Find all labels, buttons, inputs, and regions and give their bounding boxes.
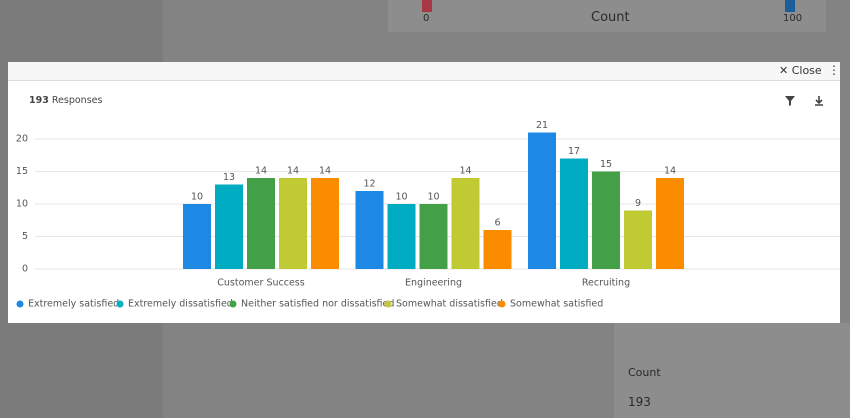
bg-card: 0 Count 100 (388, 0, 826, 32)
data-label: 21 (536, 120, 548, 131)
bar (355, 191, 384, 269)
bar (483, 230, 512, 269)
bg-tick: 0 (423, 13, 430, 24)
bg-value: 193 (628, 395, 651, 409)
close-button[interactable]: ✕ Close (779, 64, 822, 77)
data-label: 13 (223, 172, 235, 183)
bar (215, 184, 243, 269)
filter-icon[interactable] (784, 95, 796, 107)
legend-swatch (229, 300, 237, 308)
modal-header: ✕ Close ⋮ (8, 62, 840, 81)
data-label: 14 (319, 166, 331, 177)
data-label: 6 (494, 218, 500, 229)
x-tick-label: Engineering (405, 278, 462, 289)
bg-table: Count 193 (614, 323, 850, 418)
bar (247, 178, 275, 269)
data-label: 10 (191, 192, 203, 203)
x-tick-label: Customer Success (217, 278, 304, 289)
download-icon[interactable] (813, 95, 825, 107)
data-label: 17 (568, 146, 580, 157)
data-label: 12 (363, 179, 375, 190)
legend-label: Extremely dissatisfied (128, 299, 233, 310)
y-tick-label: 20 (16, 134, 28, 145)
bar (451, 178, 480, 269)
legend-swatch (116, 300, 124, 308)
data-label: 14 (255, 166, 267, 177)
bar (183, 204, 211, 269)
bg-header: Count (628, 366, 661, 379)
bar (560, 158, 588, 269)
data-label: 9 (635, 198, 641, 209)
x-tick-label: Recruiting (582, 278, 630, 289)
y-tick-label: 15 (16, 166, 28, 177)
chart: 0 5 10 15 20 Customer Success 10 13 14 14 14 Engine… (16, 120, 840, 310)
response-label: Responses (51, 95, 103, 106)
bar (656, 178, 684, 269)
bar (419, 204, 448, 269)
legend-swatch (498, 300, 506, 308)
bar (624, 210, 652, 269)
legend-label: Extremely satisfied (28, 299, 119, 310)
y-tick-label: 5 (22, 231, 28, 242)
legend-swatch (16, 300, 24, 308)
modal: ✕ Close ⋮ 193 Responses 0 5 10 15 20 Customer… (8, 62, 840, 323)
bar (528, 132, 556, 269)
bg-bar (785, 0, 795, 12)
data-label: 10 (395, 192, 407, 203)
bg-tick: 100 (783, 13, 803, 24)
response-count: 193 (29, 95, 49, 106)
y-tick-label: 0 (22, 264, 28, 275)
data-label: 14 (664, 166, 676, 177)
bar (592, 171, 620, 269)
legend-label: Somewhat satisfied (510, 299, 603, 310)
data-label: 14 (287, 166, 299, 177)
bar (279, 178, 307, 269)
legend-swatch (384, 300, 392, 308)
data-label: 14 (459, 166, 471, 177)
legend-label: Somewhat dissatisfied (396, 299, 503, 310)
bar (311, 178, 339, 269)
data-label: 10 (427, 192, 439, 203)
close-label[interactable]: Close (791, 64, 822, 77)
bg-axis-title: Count (591, 10, 630, 25)
bg-bar (422, 0, 432, 12)
y-tick-label: 10 (16, 199, 28, 210)
response-summary: 193 Responses (29, 95, 102, 106)
legend-label: Neither satisfied nor dissatisfied (241, 299, 394, 310)
bar (387, 204, 416, 269)
data-label: 15 (600, 159, 612, 170)
menu-button[interactable]: ⋮ (828, 63, 840, 77)
